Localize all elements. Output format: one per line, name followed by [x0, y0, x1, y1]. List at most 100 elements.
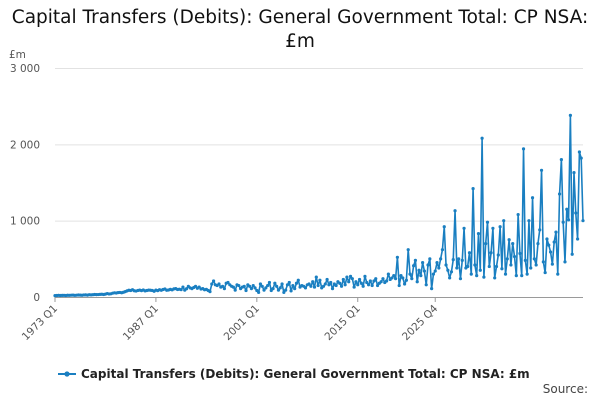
data-point[interactable]: [271, 287, 275, 291]
data-point[interactable]: [505, 257, 509, 261]
data-point[interactable]: [575, 237, 580, 241]
data-point[interactable]: [480, 136, 484, 140]
data-point[interactable]: [541, 260, 545, 264]
data-point[interactable]: [476, 232, 481, 236]
data-point[interactable]: [307, 282, 311, 286]
data-point[interactable]: [361, 284, 365, 288]
data-point[interactable]: [437, 266, 441, 270]
data-point[interactable]: [516, 212, 520, 217]
data-point[interactable]: [529, 266, 533, 270]
data-point[interactable]: [413, 258, 418, 262]
data-point[interactable]: [561, 220, 565, 224]
data-point[interactable]: [403, 282, 407, 286]
data-point[interactable]: [457, 257, 461, 261]
data-point[interactable]: [484, 241, 488, 246]
data-point[interactable]: [365, 280, 369, 285]
data-point[interactable]: [244, 288, 248, 293]
data-point[interactable]: [237, 283, 241, 288]
data-point[interactable]: [253, 286, 257, 290]
data-point[interactable]: [435, 261, 439, 265]
data-point[interactable]: [485, 220, 490, 224]
data-point[interactable]: [412, 264, 416, 268]
data-point[interactable]: [410, 277, 414, 281]
data-point[interactable]: [338, 281, 342, 285]
data-point[interactable]: [440, 248, 445, 252]
data-point[interactable]: [260, 284, 264, 288]
data-point[interactable]: [359, 281, 363, 285]
data-point[interactable]: [500, 267, 504, 271]
data-point[interactable]: [448, 276, 452, 280]
data-point[interactable]: [181, 285, 185, 289]
data-point[interactable]: [217, 282, 221, 286]
data-point[interactable]: [257, 290, 261, 295]
data-point[interactable]: [249, 287, 254, 291]
data-point[interactable]: [345, 275, 349, 279]
data-point[interactable]: [347, 280, 351, 284]
data-point[interactable]: [266, 283, 270, 288]
data-point[interactable]: [276, 288, 281, 292]
data-point[interactable]: [424, 283, 428, 287]
data-point[interactable]: [386, 272, 390, 276]
data-point[interactable]: [208, 290, 212, 294]
data-point[interactable]: [262, 288, 266, 292]
data-point[interactable]: [419, 274, 423, 278]
data-point[interactable]: [372, 279, 376, 283]
data-point[interactable]: [471, 187, 475, 191]
data-point[interactable]: [439, 257, 443, 261]
data-point[interactable]: [487, 264, 491, 269]
data-point[interactable]: [210, 282, 214, 286]
data-point[interactable]: [325, 277, 329, 282]
data-point[interactable]: [370, 283, 374, 288]
data-point[interactable]: [534, 263, 538, 267]
data-point[interactable]: [512, 254, 517, 259]
data-point[interactable]: [404, 278, 408, 282]
data-point[interactable]: [525, 272, 529, 276]
data-point[interactable]: [393, 277, 398, 281]
data-point[interactable]: [264, 286, 268, 290]
data-point[interactable]: [431, 272, 436, 276]
data-point[interactable]: [446, 268, 450, 272]
data-point[interactable]: [565, 207, 569, 211]
data-point[interactable]: [294, 281, 299, 285]
data-point[interactable]: [494, 264, 499, 269]
data-point[interactable]: [321, 284, 326, 288]
data-point[interactable]: [496, 253, 500, 257]
data-point[interactable]: [415, 280, 419, 284]
data-point[interactable]: [545, 237, 549, 241]
data-point[interactable]: [339, 284, 344, 288]
data-point[interactable]: [184, 287, 189, 291]
data-point[interactable]: [348, 274, 353, 278]
data-point[interactable]: [267, 280, 272, 285]
data-point[interactable]: [579, 156, 583, 160]
data-point[interactable]: [574, 211, 578, 215]
data-point[interactable]: [352, 285, 356, 289]
data-point[interactable]: [222, 287, 226, 291]
data-point[interactable]: [570, 252, 574, 256]
data-point[interactable]: [408, 272, 412, 276]
data-point[interactable]: [566, 218, 571, 222]
data-point[interactable]: [316, 283, 320, 288]
data-point[interactable]: [293, 287, 297, 291]
data-point[interactable]: [242, 284, 246, 288]
data-point[interactable]: [538, 228, 542, 232]
data-point[interactable]: [498, 225, 502, 229]
data-point[interactable]: [375, 283, 380, 288]
data-point[interactable]: [449, 270, 454, 274]
data-point[interactable]: [289, 289, 293, 293]
data-point[interactable]: [291, 283, 295, 288]
data-point[interactable]: [547, 243, 551, 247]
data-point[interactable]: [552, 240, 556, 244]
data-point[interactable]: [428, 257, 432, 261]
data-point[interactable]: [462, 226, 466, 230]
data-point[interactable]: [473, 263, 477, 267]
data-point[interactable]: [303, 286, 308, 290]
data-point[interactable]: [475, 274, 479, 278]
data-point[interactable]: [455, 266, 459, 270]
data-point[interactable]: [374, 277, 378, 281]
data-point[interactable]: [285, 283, 290, 287]
data-point[interactable]: [421, 261, 425, 265]
data-point[interactable]: [392, 274, 396, 278]
data-point[interactable]: [231, 285, 235, 289]
data-point[interactable]: [557, 192, 562, 196]
data-point[interactable]: [211, 279, 216, 283]
